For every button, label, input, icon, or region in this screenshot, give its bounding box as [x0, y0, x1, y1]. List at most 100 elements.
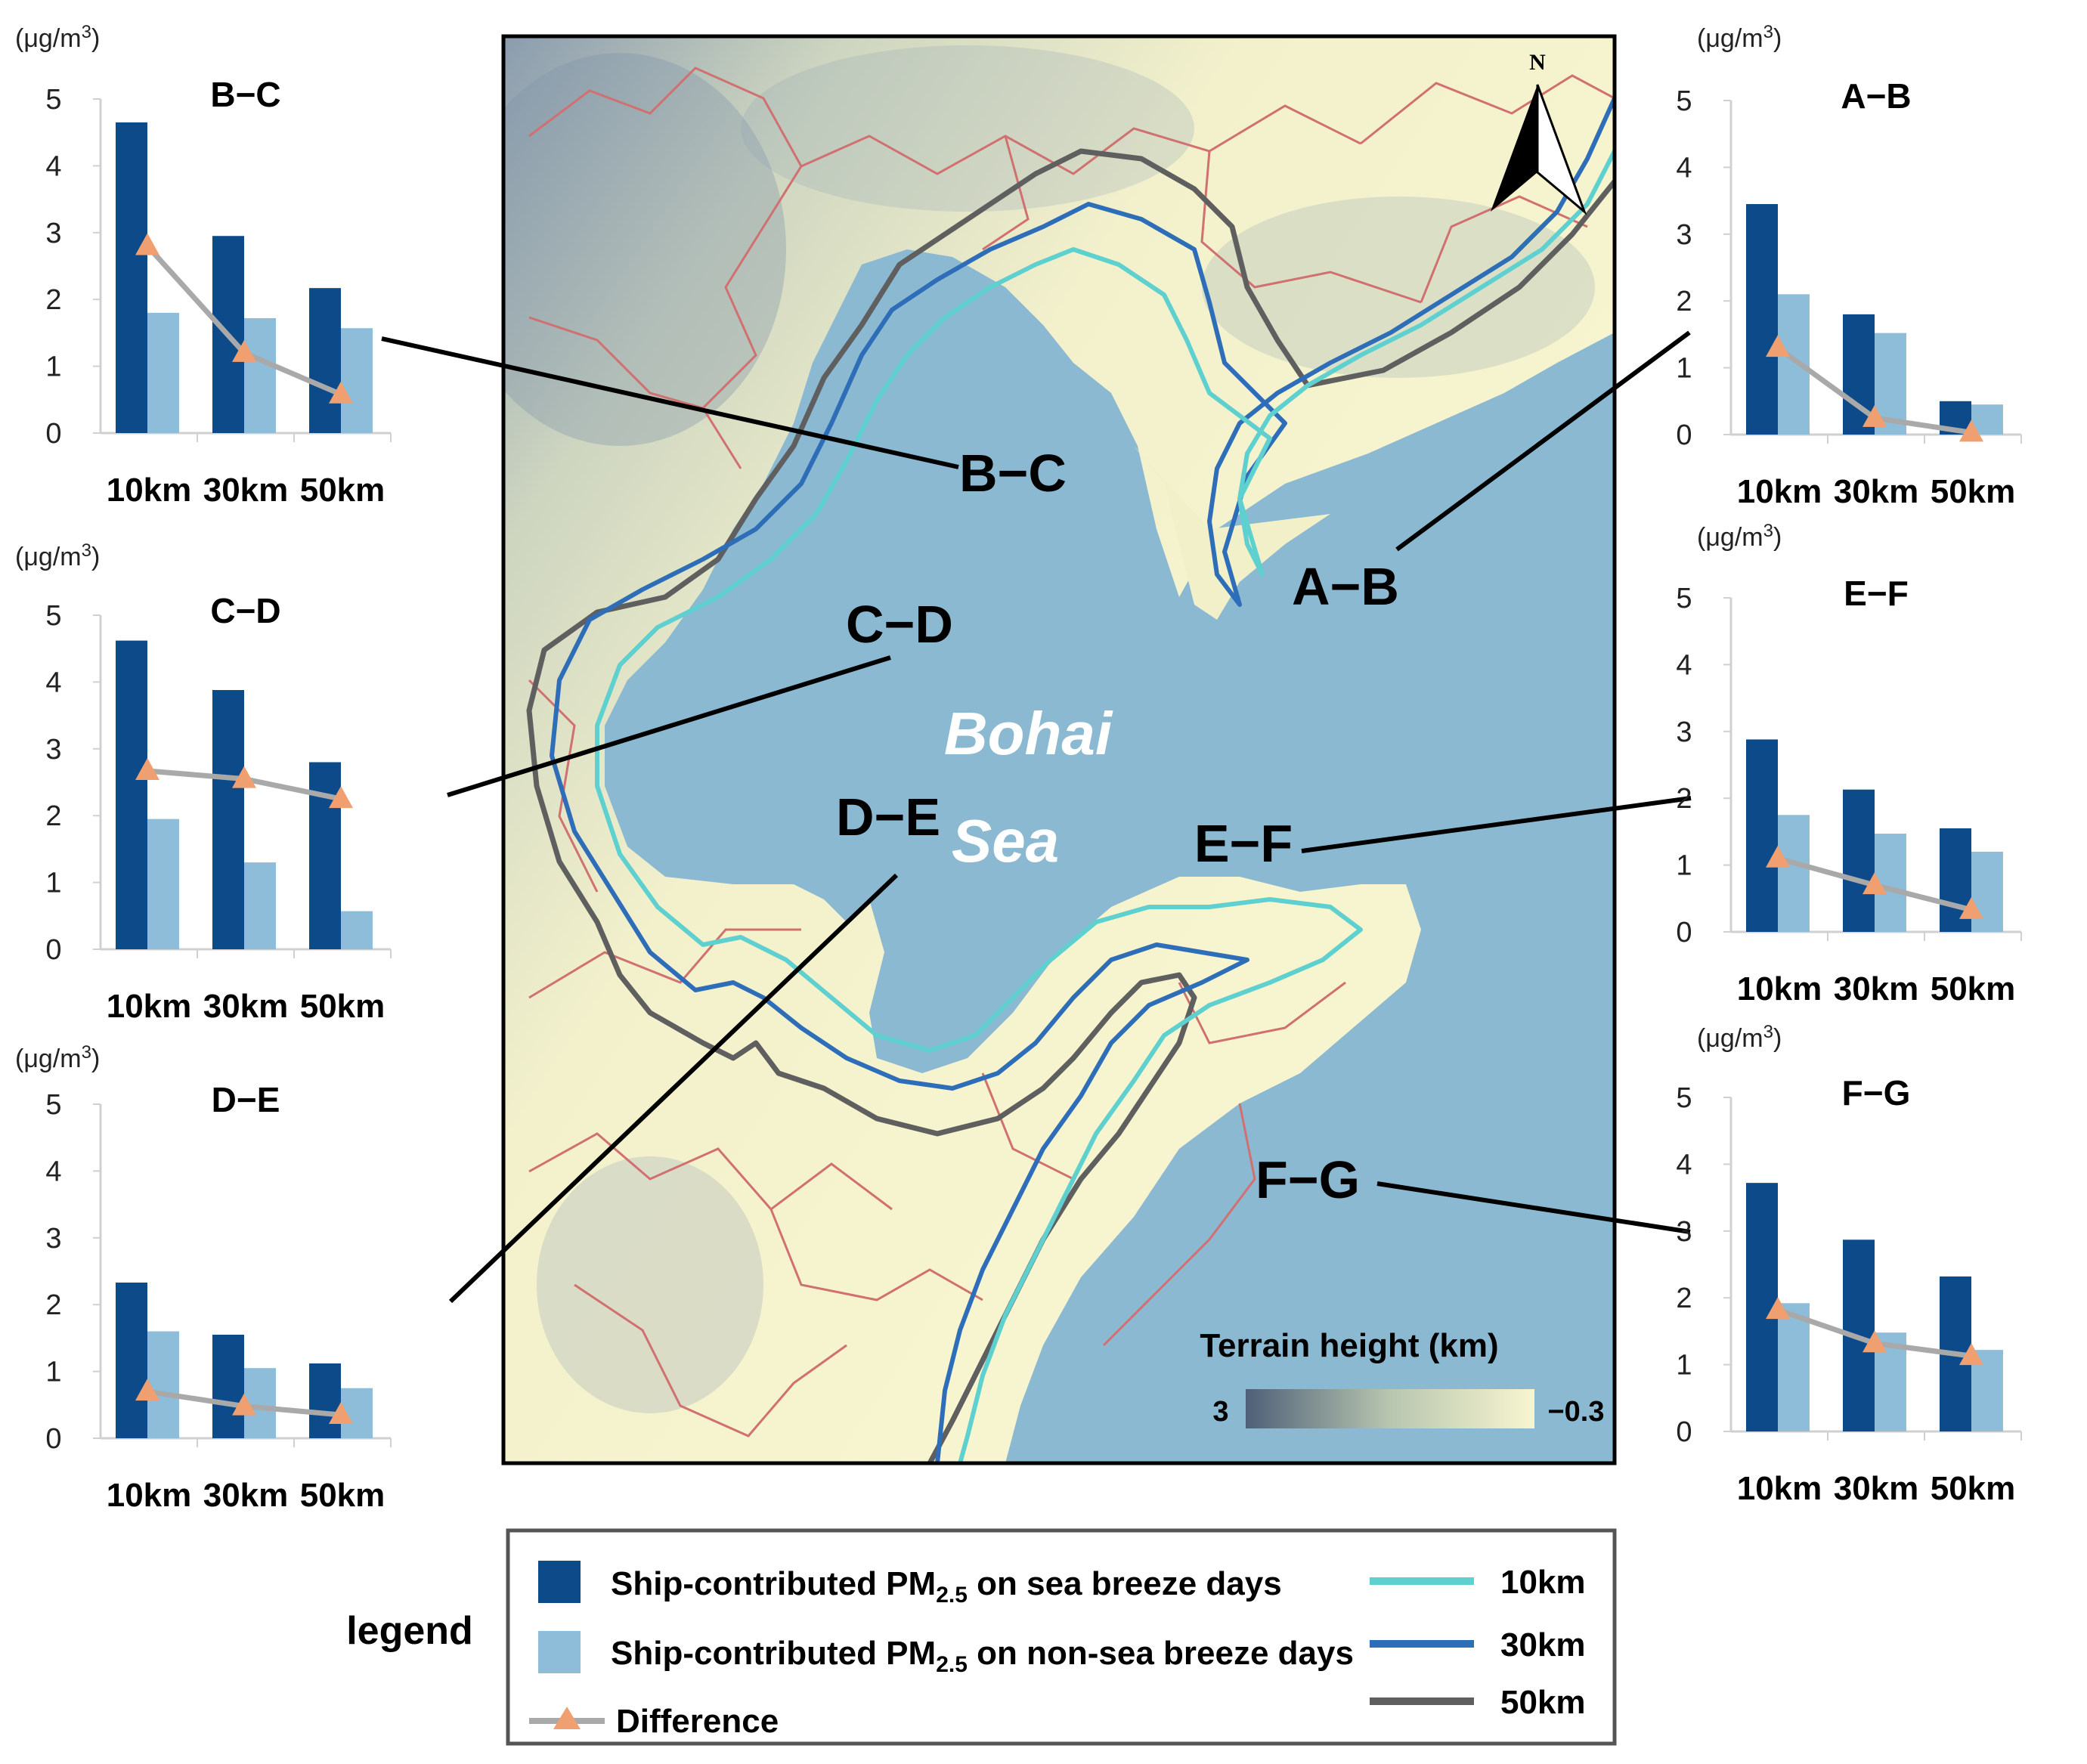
bar-non-sea-breeze-10km: [147, 312, 179, 433]
ring-50km: [526, 148, 1615, 1463]
x-tick-label: 30km: [203, 472, 289, 509]
legend-swatch-non-sea-breeze: [538, 1631, 581, 1673]
y-tick-label: 0: [45, 1423, 61, 1455]
x-tick-label: 30km: [1834, 473, 1919, 510]
bar-sea-breeze-30km: [1843, 789, 1875, 932]
x-tick-label: 30km: [203, 1477, 289, 1514]
north-label: N: [1529, 50, 1546, 75]
x-tick-label: 10km: [107, 1477, 192, 1514]
x-tick-label: 50km: [300, 1477, 386, 1514]
x-tick-label: 10km: [1737, 970, 1822, 1007]
y-tick-label: 1: [45, 868, 61, 899]
chart-title: A−B: [1841, 76, 1911, 116]
x-tick-label: 10km: [107, 988, 192, 1025]
legend-label-ring-30km: 30km: [1500, 1626, 1586, 1663]
bar-non-sea-breeze-30km: [244, 862, 276, 949]
ring-10km: [595, 150, 1615, 1463]
leader-line-f-g: [1376, 1181, 1691, 1234]
difference-marker-10km: [1766, 1297, 1790, 1320]
terrain-max-label: 3: [1212, 1396, 1228, 1428]
legend-frame: [506, 1528, 1617, 1746]
map-frame: [501, 34, 1617, 1465]
difference-marker-30km: [1863, 404, 1887, 427]
bar-sea-breeze-10km: [116, 1283, 147, 1438]
chart-title: D−E: [212, 1080, 280, 1119]
segment-label-a-b: A−B: [1292, 557, 1399, 616]
bar-sea-breeze-50km: [309, 762, 341, 949]
bar-sea-breeze-50km: [309, 1363, 341, 1438]
chart-panel-D−E: (μg/m3) D−E 0 1 2 3 4 5 10km 30km 50km: [15, 1042, 392, 1514]
x-tick-label: 10km: [107, 472, 192, 509]
y-tick-label: 5: [45, 600, 61, 632]
leader-line-a-b: [1395, 330, 1691, 552]
terrain-shade-liaodong: [1202, 197, 1595, 378]
legend-label-ring-50km: 50km: [1500, 1684, 1586, 1721]
terrain-colorbar: [1246, 1389, 1534, 1428]
y-tick-label: 5: [1676, 85, 1692, 117]
bar-non-sea-breeze-30km: [244, 317, 276, 433]
y-tick-label: 0: [1676, 1416, 1692, 1448]
difference-marker-10km: [135, 1379, 159, 1401]
difference-marker-30km: [232, 1393, 256, 1416]
segment-label-d-e: D−E: [836, 788, 940, 846]
difference-marker-30km: [1863, 1330, 1887, 1353]
difference-marker-10km: [1766, 335, 1790, 357]
y-tick-label: 4: [45, 150, 61, 182]
y-tick-label: 4: [45, 667, 61, 698]
bar-sea-breeze-30km: [212, 1334, 244, 1438]
sea-name-line1: Bohai: [944, 700, 1113, 767]
legend: legend Ship-contributed PM2.5 on sea bre…: [346, 1528, 1617, 1746]
y-tick-label: 3: [45, 218, 61, 249]
legend-swatch-sea-breeze: [538, 1561, 581, 1603]
y-tick-label: 2: [45, 284, 61, 316]
y-tick-label: 5: [45, 84, 61, 116]
legend-swatch-difference-marker: [553, 1707, 581, 1729]
bar-sea-breeze-50km: [309, 288, 341, 433]
y-tick-label: 1: [1676, 850, 1692, 882]
x-tick-label: 30km: [1834, 1470, 1919, 1507]
y-tick-label: 4: [1676, 152, 1692, 184]
chart-unit-label: (μg/m3): [15, 1042, 100, 1073]
difference-marker-50km: [329, 381, 353, 404]
leader-line-e-f: [1301, 796, 1692, 853]
y-tick-label: 2: [45, 800, 61, 832]
chart-unit-label: (μg/m3): [15, 540, 100, 571]
x-tick-label: 10km: [1737, 473, 1822, 510]
chart-panel-F−G: (μg/m3) F−G 0 1 2 3 4 5 10km 30km 50km: [1676, 1022, 2022, 1507]
y-tick-label: 1: [1676, 1350, 1692, 1382]
difference-marker-50km: [1959, 419, 1983, 442]
terrain-shade-southwest: [537, 1156, 763, 1413]
bar-sea-breeze-10km: [116, 122, 147, 433]
difference-marker-50km: [1959, 896, 1983, 919]
difference-marker-50km: [329, 1402, 353, 1425]
bar-non-sea-breeze-10km: [147, 819, 179, 949]
legend-label-sea-breeze: Ship-contributed PM2.5 on sea breeze day…: [611, 1565, 1282, 1608]
leader-line-b-c: [381, 336, 959, 469]
sea-name-line2: Sea: [952, 807, 1059, 874]
chart-panels: (μg/m3) B−C 0 1 2 3 4 5 10km 30km 50km (μg/m3) C−D 0 1…: [15, 22, 2022, 1514]
x-tick-label: 30km: [203, 988, 289, 1025]
y-tick-label: 1: [45, 351, 61, 383]
y-tick-label: 3: [1676, 219, 1692, 251]
chart-unit-label: (μg/m3): [15, 22, 100, 53]
difference-marker-50km: [1959, 1343, 1983, 1366]
y-tick-label: 0: [1676, 917, 1692, 949]
chart-panel-A−B: (μg/m3) A−B 0 1 2 3 4 5 10km 30km 50km: [1676, 22, 2022, 510]
ring-30km: [550, 97, 1615, 1463]
y-tick-label: 0: [45, 418, 61, 450]
chart-panel-E−F: (μg/m3) E−F 0 1 2 3 4 5 10km 30km 50km: [1676, 521, 2022, 1007]
difference-marker-30km: [232, 766, 256, 788]
chart-title: B−C: [210, 75, 280, 114]
y-tick-label: 2: [1676, 286, 1692, 317]
bar-sea-breeze-10km: [1746, 739, 1778, 932]
chart-unit-label: (μg/m3): [1697, 521, 1782, 552]
y-tick-label: 0: [1676, 419, 1692, 451]
chart-title: F−G: [1842, 1073, 1911, 1113]
y-tick-label: 3: [1676, 1216, 1692, 1248]
bar-non-sea-breeze-50km: [1971, 851, 2003, 932]
x-tick-label: 30km: [1834, 970, 1919, 1007]
north-arrow-icon: [1491, 84, 1587, 215]
x-tick-label: 50km: [300, 988, 386, 1025]
y-tick-label: 2: [45, 1289, 61, 1321]
